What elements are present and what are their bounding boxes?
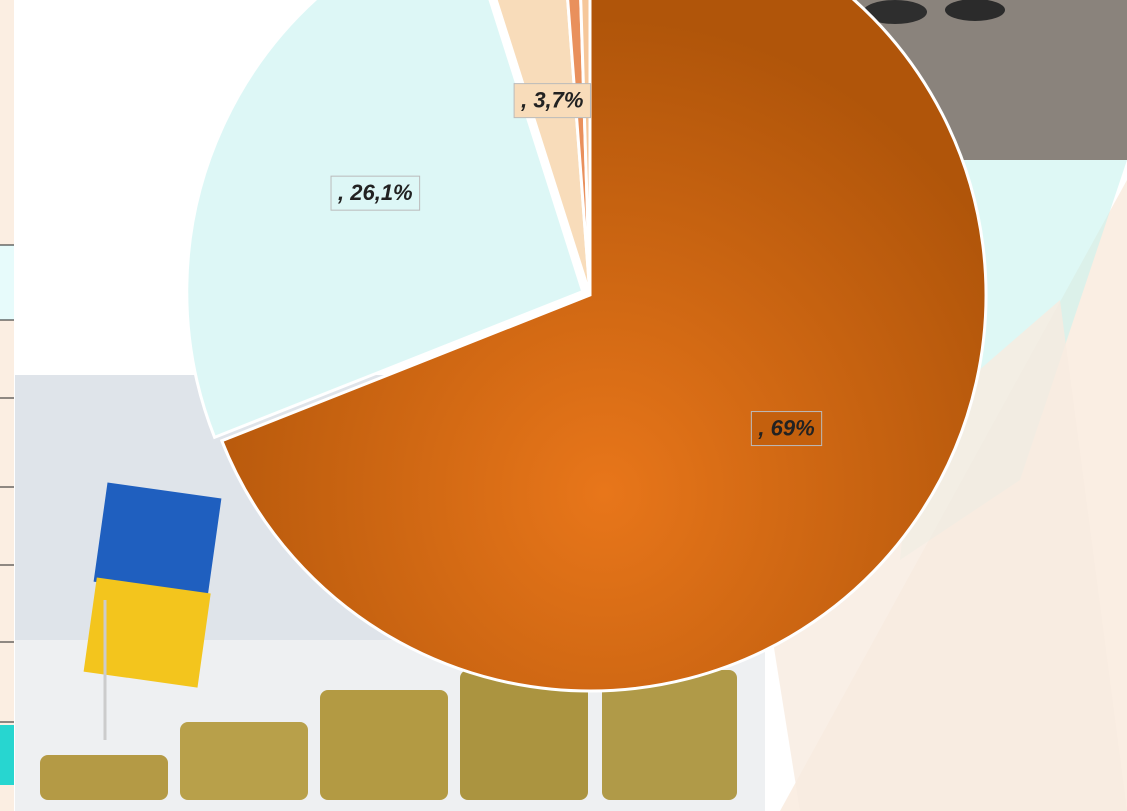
data-label: , 26,1% xyxy=(330,175,421,211)
pie-chart: , 69% , 26,1% , 3,7% xyxy=(185,0,988,693)
label-box xyxy=(750,411,823,447)
left-strip xyxy=(0,0,14,811)
label-box xyxy=(513,83,591,119)
pie-slice xyxy=(494,0,592,296)
value-label: , 69% xyxy=(757,415,814,440)
value-label: , 26,1% xyxy=(337,180,413,205)
data-label: , 3,7% xyxy=(513,83,591,119)
pie-slice xyxy=(579,0,592,296)
pie-slice xyxy=(566,0,592,296)
bg-shape xyxy=(760,300,1127,811)
data-label: , 69% xyxy=(750,411,823,447)
label-box xyxy=(330,175,421,211)
pie-slice xyxy=(185,0,585,440)
value-label: , 3,7% xyxy=(520,87,583,112)
pie-slice xyxy=(219,0,988,693)
